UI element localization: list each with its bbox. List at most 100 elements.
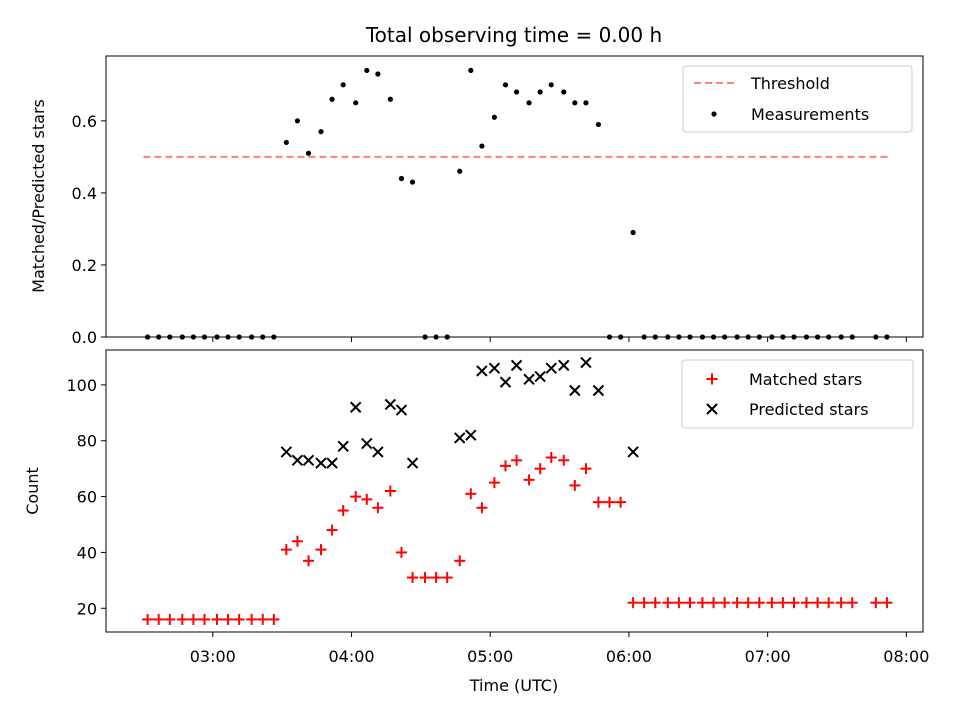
matched-star-point bbox=[627, 597, 639, 609]
matched-star-point bbox=[499, 460, 511, 472]
matched-star-point bbox=[777, 597, 789, 609]
time-x-tick-label: 06:00 bbox=[606, 647, 652, 666]
predicted-star-point bbox=[627, 446, 639, 458]
matched-star-point bbox=[604, 496, 616, 508]
matched-star-point bbox=[812, 597, 824, 609]
ratio-y-tick-label: 0.2 bbox=[72, 256, 97, 275]
measurement-point bbox=[305, 150, 312, 156]
measurement-point bbox=[561, 89, 567, 95]
predicted-star-point bbox=[395, 404, 408, 416]
matched-star-point bbox=[268, 613, 280, 625]
matched-star-point bbox=[233, 613, 245, 625]
count-y-axis-ticks: 20 40 60 80 100 bbox=[66, 376, 106, 618]
count-y-tick-label: 40 bbox=[77, 543, 97, 562]
predicted-star-point bbox=[592, 384, 605, 397]
legend-matched-swatch bbox=[706, 373, 718, 385]
matched-star-point bbox=[719, 597, 731, 609]
matched-star-point bbox=[395, 546, 407, 558]
predicted-star-point bbox=[488, 362, 501, 374]
count-legend-box bbox=[681, 359, 914, 429]
matched-star-point bbox=[580, 463, 592, 475]
time-x-tick-label: 05:00 bbox=[467, 647, 513, 666]
measurement-point bbox=[572, 100, 578, 106]
matched-star-point bbox=[534, 463, 546, 475]
matched-star-point bbox=[350, 491, 362, 503]
measurement-point bbox=[364, 67, 370, 74]
matched-star-point bbox=[753, 597, 765, 609]
measurement-point bbox=[375, 71, 381, 77]
matched-star-point bbox=[569, 479, 581, 491]
matched-star-point bbox=[153, 613, 165, 625]
predicted-star-point bbox=[454, 432, 466, 444]
predicted-star-point bbox=[580, 356, 592, 369]
matched-star-point bbox=[523, 474, 535, 486]
matched-star-point bbox=[649, 597, 661, 609]
legend-threshold-label: Threshold bbox=[750, 74, 830, 93]
matched-star-point bbox=[361, 493, 373, 505]
time-x-tick-label: 07:00 bbox=[745, 647, 791, 666]
measurement-point bbox=[491, 114, 497, 120]
matched-star-point bbox=[708, 597, 720, 609]
count-panel: 20 40 60 80 100 03:00 04:00 05:00 06:00 07:00 08:… bbox=[23, 349, 929, 695]
x-axis-label: Time (UTC) bbox=[469, 676, 558, 695]
matched-star-point bbox=[454, 555, 466, 567]
measurement-point bbox=[340, 82, 346, 88]
measurement-point bbox=[548, 82, 554, 88]
measurement-point bbox=[479, 143, 485, 149]
measurement-point bbox=[457, 168, 463, 174]
predicted-star-point bbox=[558, 359, 570, 372]
matched-star-point bbox=[488, 477, 500, 489]
predicted-star-point bbox=[406, 457, 419, 469]
predicted-star-point bbox=[361, 437, 373, 450]
measurement-point bbox=[329, 96, 335, 102]
measurement-point bbox=[318, 129, 324, 135]
count-y-tick-label: 80 bbox=[77, 432, 97, 451]
predicted-star-point bbox=[372, 446, 384, 458]
matched-star-point bbox=[800, 597, 812, 609]
predicted-star-point bbox=[384, 398, 397, 411]
ratio-plot-frame bbox=[105, 55, 924, 338]
chart-title: Total observing time = 0.00 h bbox=[365, 23, 662, 47]
matched-star-point bbox=[742, 597, 754, 609]
ratio-legend: Threshold Measurements bbox=[682, 65, 913, 133]
measurement-point bbox=[387, 96, 393, 102]
ratio-y-tick-label: 0.0 bbox=[72, 328, 97, 347]
measurement-point bbox=[513, 89, 520, 95]
predicted-star-point bbox=[280, 446, 293, 458]
matched-star-point bbox=[696, 597, 708, 609]
predicted-star-point bbox=[465, 429, 477, 441]
matched-star-point bbox=[545, 451, 557, 463]
matched-star-point bbox=[142, 613, 154, 625]
count-y-axis-label: Count bbox=[23, 467, 42, 515]
predicted-star-point bbox=[326, 457, 338, 469]
matched-star-point bbox=[187, 613, 199, 625]
count-y-tick-label: 60 bbox=[77, 488, 97, 507]
measurement-point bbox=[468, 67, 474, 74]
measurement-point bbox=[502, 82, 509, 88]
matched-star-point bbox=[419, 572, 431, 584]
ratio-panel: 0.0 0.2 0.4 0.6 Matched/Predicted stars Thr… bbox=[29, 55, 924, 347]
measurement-point bbox=[630, 229, 636, 236]
matched-star-point bbox=[407, 572, 419, 584]
matched-star-point bbox=[788, 597, 800, 609]
matched-star-point bbox=[684, 597, 696, 609]
predicted-star-point bbox=[510, 359, 523, 372]
ratio-y-tick-label: 0.4 bbox=[72, 184, 97, 203]
matched-star-point bbox=[558, 454, 570, 466]
matched-star-point bbox=[441, 572, 453, 584]
ratio-y-axis-label: Matched/Predicted stars bbox=[29, 99, 48, 293]
predicted-star-point bbox=[476, 365, 488, 377]
measurement-points bbox=[145, 67, 890, 340]
predicted-star-point bbox=[569, 384, 581, 397]
legend-measurements-swatch bbox=[711, 111, 717, 117]
matched-star-point bbox=[511, 454, 523, 466]
matched-star-point bbox=[198, 613, 210, 625]
count-plot-frame bbox=[105, 349, 924, 633]
predicted-star-point bbox=[545, 362, 557, 374]
matched-star-point bbox=[673, 597, 685, 609]
matched-star-point bbox=[881, 597, 893, 609]
matched-star-point bbox=[164, 613, 176, 625]
matched-star-point bbox=[222, 613, 234, 625]
matched-star-point bbox=[291, 535, 303, 547]
matched-star-point bbox=[823, 597, 835, 609]
